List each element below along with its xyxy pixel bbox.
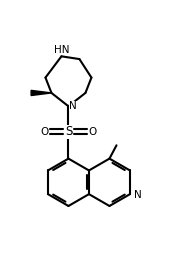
Polygon shape — [31, 90, 51, 96]
Text: HN: HN — [54, 45, 69, 55]
Text: O: O — [89, 127, 97, 137]
Text: S: S — [65, 125, 72, 138]
Text: O: O — [40, 127, 48, 137]
Text: N: N — [134, 190, 141, 200]
Text: N: N — [69, 101, 77, 111]
